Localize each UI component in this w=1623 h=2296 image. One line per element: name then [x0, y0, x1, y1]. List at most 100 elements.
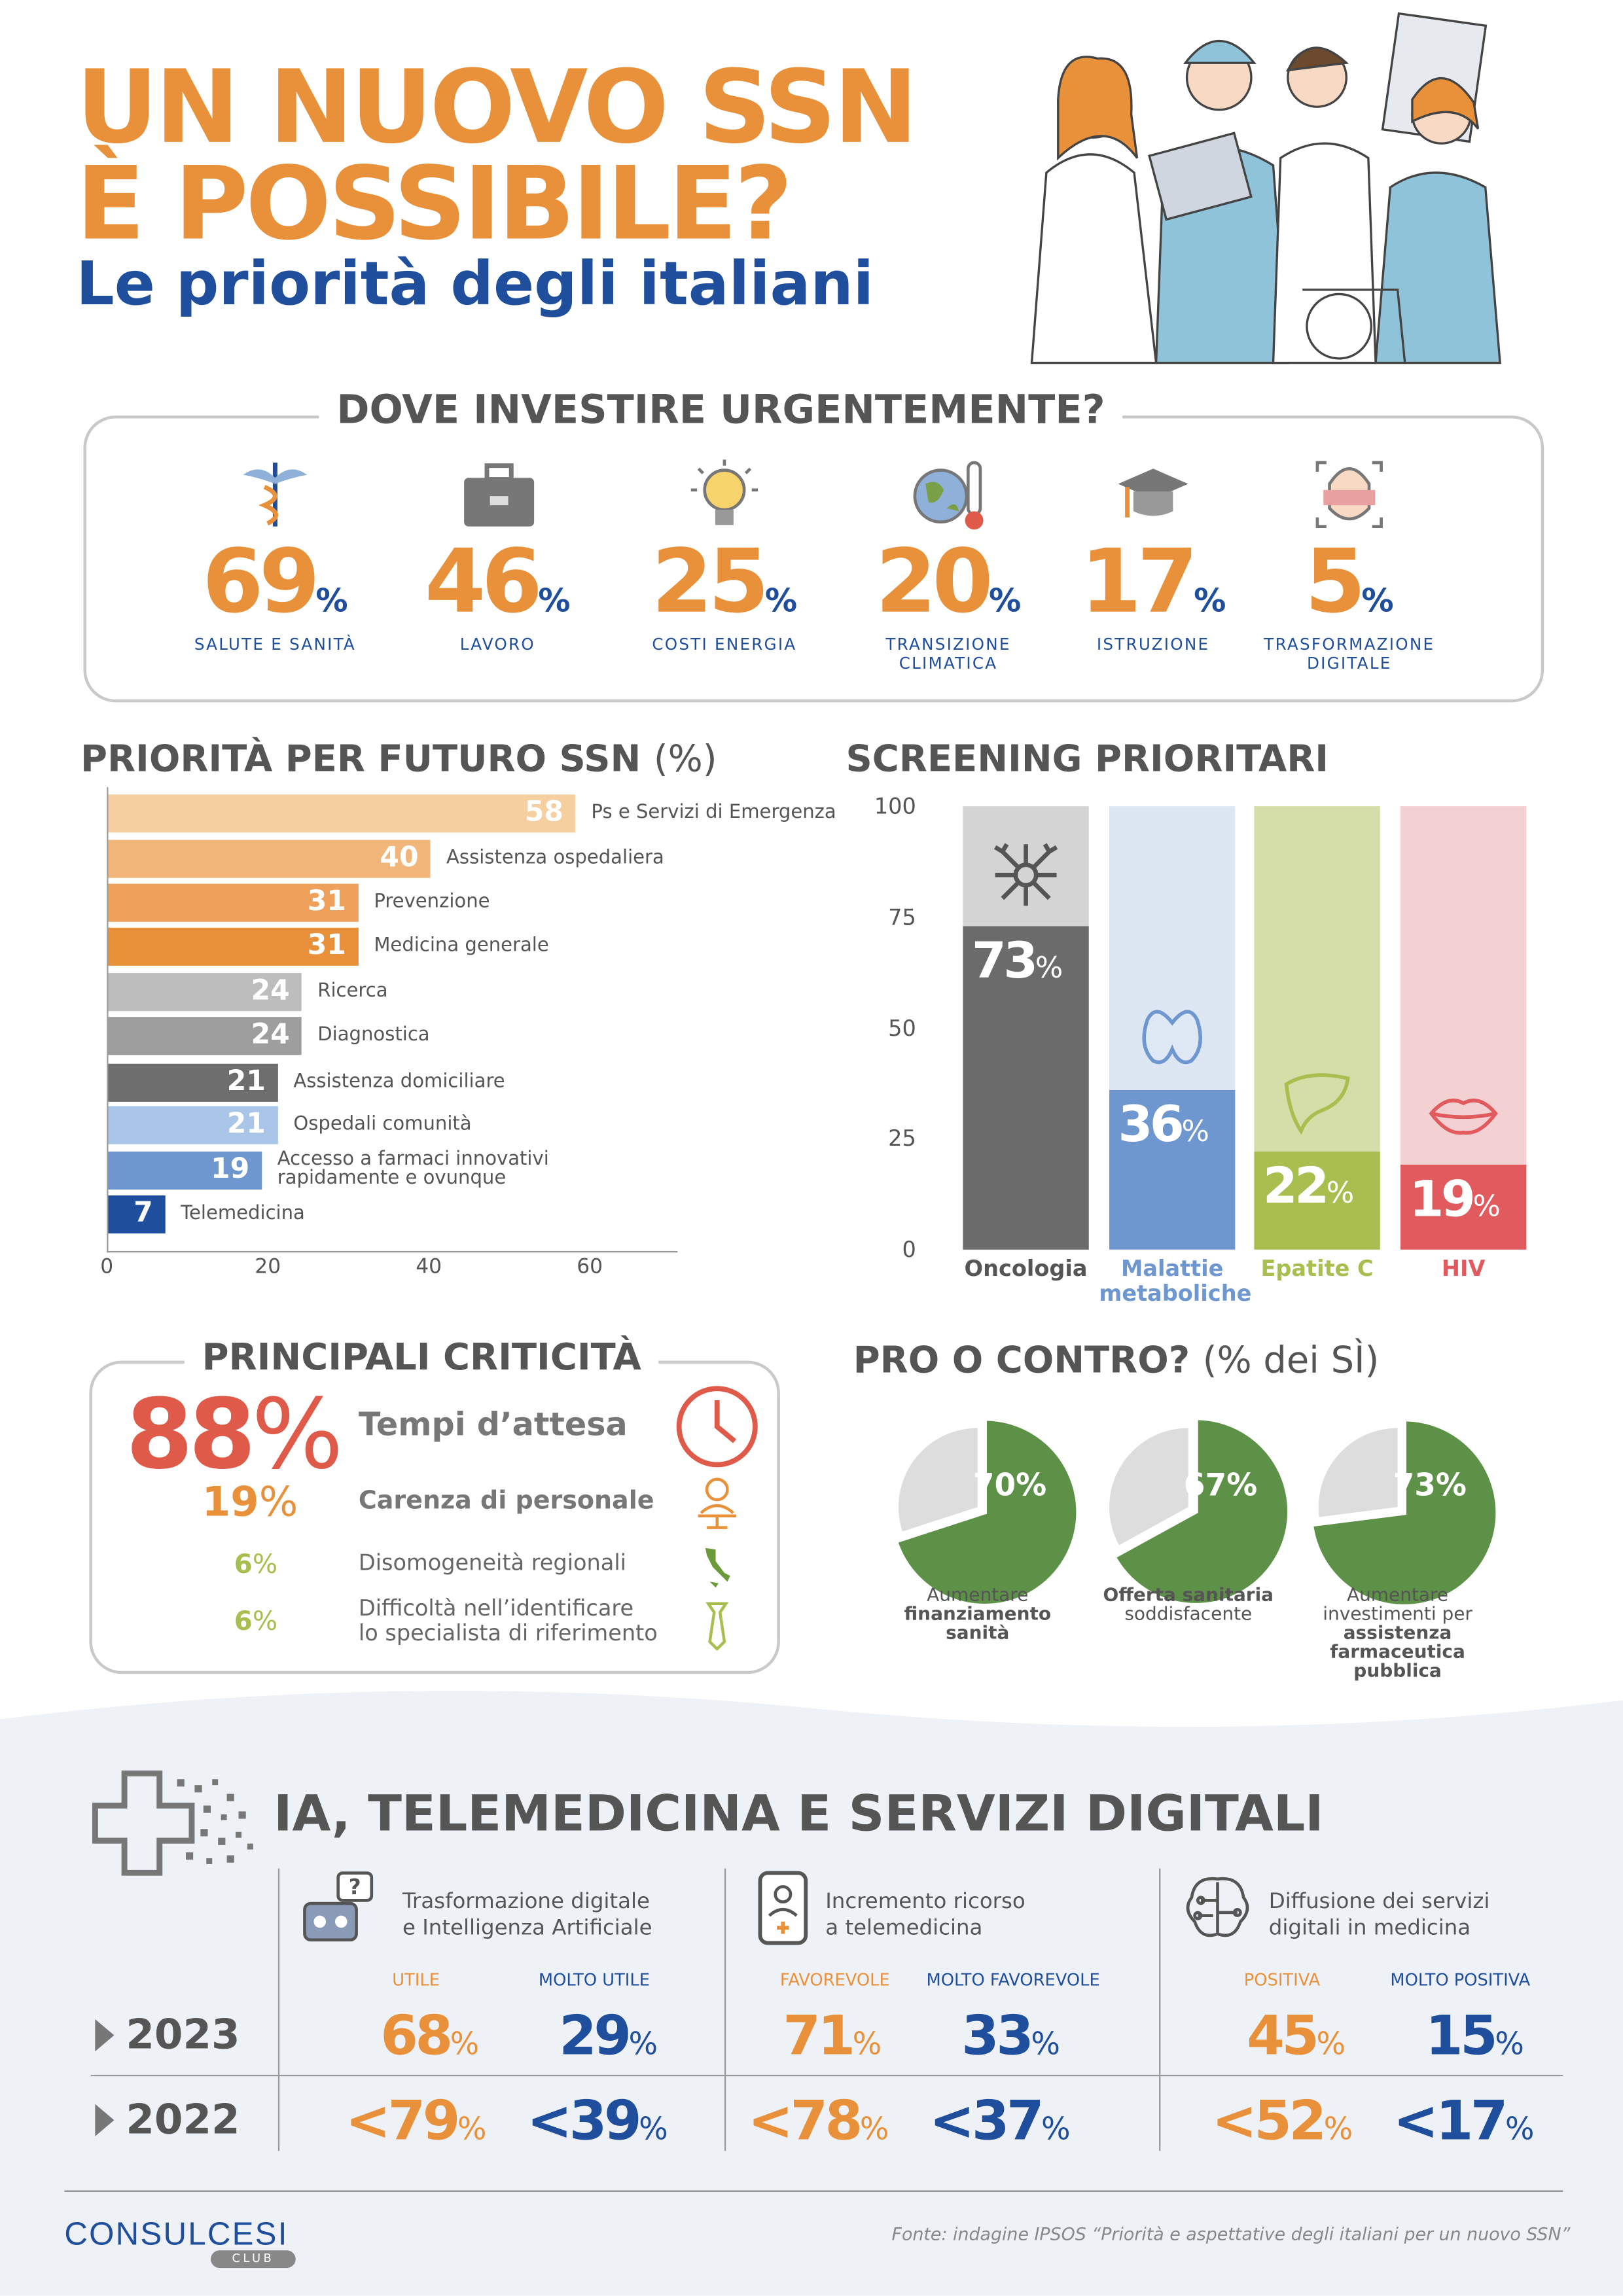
bar: 24	[108, 1017, 302, 1055]
pie-rest-slice	[899, 1428, 978, 1532]
digitale-title: IA, TELEMEDICINA E SERVIZI DIGITALI	[274, 1785, 1324, 1844]
bar-category-label: Assistenza ospedaliera	[446, 847, 664, 870]
percent-value: <79%	[345, 2089, 487, 2153]
thyroid-icon	[1135, 1002, 1209, 1082]
criticita-value-2: 19%	[202, 1477, 298, 1527]
title-line-1: UN NUOVO SSN	[76, 50, 918, 167]
y-tick-label: 75	[888, 904, 916, 930]
column-divider	[724, 1868, 726, 2151]
screening-category-label: HIV	[1441, 1255, 1486, 1282]
robot-question-icon: ?	[298, 1864, 374, 1958]
bar-category-label: Diagnostica	[317, 1024, 430, 1046]
italy-map-icon	[705, 1547, 730, 1588]
criticita-text-2: Carenza di personale	[358, 1486, 654, 1516]
y-tick-label: 100	[874, 793, 916, 820]
liver-icon	[1281, 1064, 1354, 1143]
pro-contro-pies: 70% 67% 73%	[893, 1415, 1501, 1609]
criticita-value-3: 6%	[234, 1549, 278, 1581]
percent-value: 15%	[1425, 2004, 1524, 2068]
pie-rest-slice	[1109, 1428, 1188, 1545]
bar-category-label: Ricerca	[317, 980, 388, 1002]
pie-yes-slice	[893, 1416, 1081, 1608]
criticita-title: PRINCIPALI CRITICITÀ	[184, 1335, 659, 1379]
x-tick-label: 60	[577, 1255, 603, 1279]
investire-label: LAVORO	[459, 635, 535, 654]
footer-divider	[64, 2190, 1563, 2192]
pie-caption: Offerta sanitaria soddisfacente	[1103, 1583, 1274, 1625]
screening-value: 73%	[971, 932, 1063, 991]
bar: 31	[108, 883, 358, 922]
criticita-text-4: Difficoltà nell’identificare lo specialis…	[358, 1595, 658, 1646]
screening-bar	[963, 926, 1089, 1250]
year-label: 2023	[126, 2010, 240, 2059]
bar-value: 24	[251, 974, 290, 1007]
consulcesi-logo: CONSULCESI	[64, 2215, 289, 2252]
bar-value: 7	[134, 1197, 153, 1229]
neuron-icon	[990, 838, 1063, 917]
percent-value: <37%	[929, 2089, 1071, 2153]
screening-value: 19%	[1409, 1171, 1501, 1230]
clock-icon	[676, 1386, 758, 1468]
label-b: MOLTO POSITIVA	[1390, 1969, 1531, 1990]
pro-contro-title: PRO O CONTRO? (% dei SÌ)	[853, 1339, 1380, 1381]
investire-label: ISTRUZIONE	[1096, 635, 1210, 654]
year-arrow-icon	[95, 2019, 115, 2052]
bar-value: 58	[524, 796, 563, 828]
label-a: FAVOREVOLE	[779, 1969, 890, 1990]
pie-yes-slice	[1111, 1415, 1292, 1608]
row-divider	[90, 2074, 1563, 2077]
pie-rest-slice	[1318, 1428, 1398, 1517]
digitale-background	[0, 1691, 1623, 2296]
investire-label: SALUTE E SANITÀ	[194, 635, 356, 654]
bar-category-label: Medicina generale	[374, 934, 549, 957]
bar-value: 40	[380, 841, 419, 874]
y-tick-label: 25	[888, 1125, 916, 1152]
briefcase-icon	[388, 457, 607, 539]
y-tick-label: 50	[888, 1014, 916, 1042]
investire-value: 69%	[202, 531, 348, 634]
pie-caption: Aumentare finanziamento sanità	[904, 1583, 1052, 1644]
bar-category-label: Assistenza domiciliare	[293, 1070, 505, 1093]
bar: 24	[108, 973, 302, 1012]
column-heading: Trasformazione digitale e Intelligenza Ar…	[402, 1890, 652, 1941]
investire-item: 20% TRANSIZIONE CLIMATICA	[838, 457, 1058, 673]
priorita-chart-title: PRIORITÀ PER FUTURO SSN (%)	[80, 737, 717, 780]
screening-bar	[1400, 1165, 1527, 1250]
investire-value: 20%	[875, 531, 1022, 634]
globe-thermometer-icon	[838, 457, 1058, 539]
bar-category-label: Ps e Servizi di Emergenza	[591, 802, 836, 824]
screening-title: SCREENING PRIORITARI	[846, 737, 1329, 780]
label-a: POSITIVA	[1243, 1969, 1321, 1990]
bar-value: 31	[307, 928, 346, 962]
bar: 58	[108, 794, 575, 833]
percent-value: 71%	[783, 2004, 882, 2068]
x-tick-label: 20	[255, 1255, 281, 1279]
column-divider	[1159, 1868, 1161, 2151]
pie-value-label: 70%	[973, 1467, 1046, 1503]
criticita-text-3: Disomogeneità regionali	[358, 1549, 627, 1576]
screening-category-label: Malattie metaboliche	[1099, 1255, 1252, 1307]
percent-value: <17%	[1393, 2089, 1535, 2153]
desk-person-icon	[698, 1477, 736, 1529]
pie-yes-slice	[1308, 1417, 1501, 1609]
bar-value: 19	[211, 1153, 250, 1186]
investire-item: 5% TRASFORMAZIONE DIGITALE	[1240, 457, 1459, 673]
year-label: 2022	[126, 2095, 240, 2144]
label-b: MOLTO FAVOREVOLE	[926, 1969, 1100, 1990]
circuit-brain-icon	[1179, 1864, 1255, 1958]
percent-value: <78%	[747, 2089, 889, 2153]
tie-icon	[705, 1602, 729, 1651]
investire-label: TRANSIZIONE CLIMATICA	[885, 635, 1011, 673]
screening-value: 22%	[1262, 1157, 1355, 1217]
percent-value: <39%	[527, 2089, 668, 2153]
screening-category-label: Epatite C	[1260, 1255, 1374, 1282]
bar-category-label: Ospedali comunità	[293, 1113, 472, 1136]
bar: 19	[108, 1151, 262, 1190]
percent-value: 45%	[1247, 2004, 1346, 2068]
investire-title: DOVE INVESTIRE URGENTEMENTE?	[319, 387, 1123, 433]
investire-item: 25% COSTI ENERGIA	[615, 457, 834, 654]
percent-value: <52%	[1211, 2089, 1353, 2153]
lightbulb-icon	[615, 457, 834, 539]
logo-club-badge: CLUB	[211, 2250, 296, 2269]
